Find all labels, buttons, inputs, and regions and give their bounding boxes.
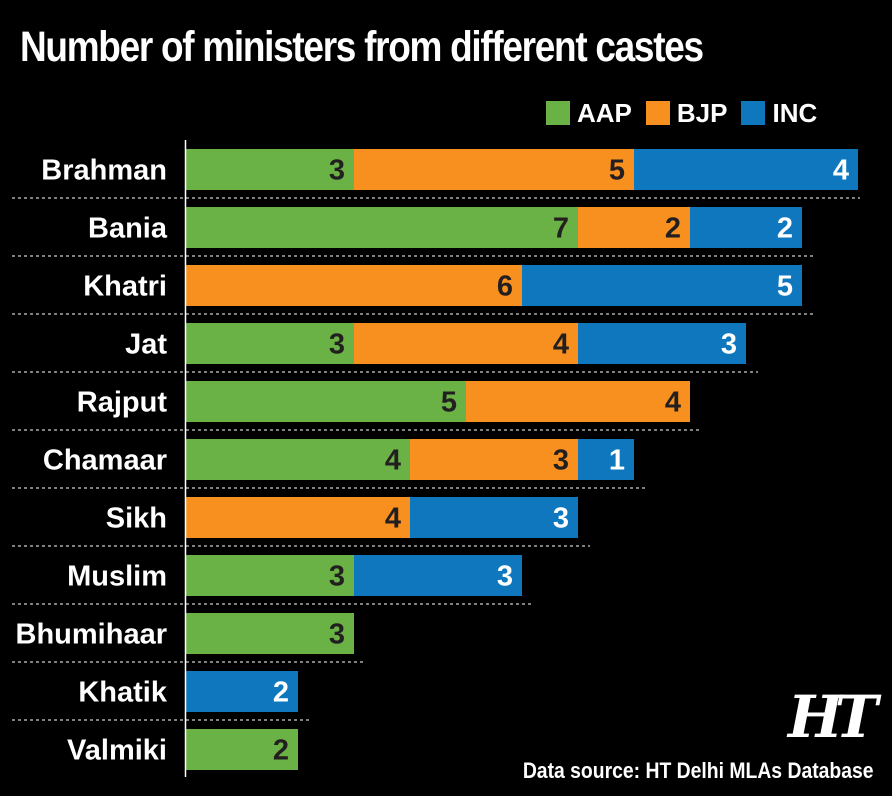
category-label-brahman: Brahman bbox=[41, 155, 167, 187]
bar-segment-khatri-bjp bbox=[186, 265, 522, 306]
bar-segment-brahman-inc bbox=[634, 149, 858, 190]
bar-segment-brahman-aap bbox=[186, 149, 354, 190]
category-label-jat: Jat bbox=[125, 329, 167, 361]
data-label-khatri-inc: 5 bbox=[777, 271, 793, 303]
data-label-chamaar-bjp: 3 bbox=[553, 445, 569, 477]
bar-segment-brahman-bjp bbox=[354, 149, 634, 190]
legend-swatch-aap bbox=[546, 101, 570, 125]
data-label-bania-inc: 2 bbox=[777, 213, 793, 245]
category-label-bhumihaar: Bhumihaar bbox=[16, 619, 167, 651]
bar-segment-jat-inc bbox=[578, 323, 746, 364]
bar-segment-sikh-bjp bbox=[186, 497, 410, 538]
data-label-brahman-bjp: 5 bbox=[609, 155, 625, 187]
bar-segment-bhumihaar-aap bbox=[186, 613, 354, 654]
bar-segment-bania-inc bbox=[690, 207, 802, 248]
bar-segment-chamaar-aap bbox=[186, 439, 410, 480]
bar-segment-muslim-inc bbox=[354, 555, 522, 596]
legend-swatch-inc bbox=[741, 101, 766, 125]
legend-item-bjp: BJP bbox=[645, 98, 728, 128]
bar-segment-chamaar-bjp bbox=[410, 439, 578, 480]
bar-segment-sikh-inc bbox=[410, 497, 578, 538]
category-label-chamaar: Chamaar bbox=[43, 445, 167, 477]
data-source: Data source: HT Delhi MLAs Database bbox=[523, 758, 874, 783]
bar-segment-jat-bjp bbox=[354, 323, 578, 364]
data-label-muslim-aap: 3 bbox=[329, 561, 345, 593]
bar-segment-jat-aap bbox=[186, 323, 354, 364]
category-label-rajput: Rajput bbox=[77, 387, 168, 419]
data-label-sikh-inc: 3 bbox=[553, 503, 569, 535]
data-label-jat-inc: 3 bbox=[721, 329, 737, 361]
data-label-chamaar-aap: 4 bbox=[385, 445, 401, 477]
bar-segment-khatri-inc bbox=[522, 265, 802, 306]
bar-segment-rajput-aap bbox=[186, 381, 466, 422]
bar-segment-bania-bjp bbox=[578, 207, 690, 248]
ht-logo: HT bbox=[788, 683, 878, 751]
legend-label-bjp: BJP bbox=[676, 98, 728, 128]
data-label-valmiki-aap: 2 bbox=[273, 735, 289, 767]
legend: AAP BJP INC bbox=[546, 100, 831, 126]
data-label-bania-bjp: 2 bbox=[665, 213, 681, 245]
legend-swatch-bjp bbox=[645, 101, 670, 125]
data-label-jat-bjp: 4 bbox=[553, 329, 569, 361]
bar-segment-chamaar-inc bbox=[578, 439, 634, 480]
data-label-muslim-inc: 3 bbox=[497, 561, 513, 593]
legend-item-inc: INC bbox=[741, 100, 817, 126]
bar-segment-valmiki-aap bbox=[186, 729, 298, 770]
legend-label-inc: INC bbox=[772, 98, 818, 128]
data-label-brahman-aap: 3 bbox=[329, 155, 345, 187]
legend-label-aap: AAP bbox=[577, 98, 632, 128]
bar-segment-rajput-bjp bbox=[466, 381, 690, 422]
data-label-khatik-inc: 2 bbox=[273, 677, 289, 709]
data-label-bhumihaar-aap: 3 bbox=[329, 619, 345, 651]
category-label-khatik: Khatik bbox=[78, 677, 168, 709]
bar-segment-bania-aap bbox=[186, 207, 578, 248]
data-label-chamaar-inc: 1 bbox=[609, 445, 625, 477]
data-label-sikh-bjp: 4 bbox=[385, 503, 401, 535]
category-label-valmiki: Valmiki bbox=[67, 735, 167, 767]
data-label-bania-aap: 7 bbox=[553, 213, 569, 245]
bar-segment-khatik-inc bbox=[186, 671, 298, 712]
bar-segment-muslim-aap bbox=[186, 555, 354, 596]
category-label-khatri: Khatri bbox=[83, 271, 167, 303]
data-label-brahman-inc: 4 bbox=[833, 155, 849, 187]
legend-item-aap: AAP bbox=[546, 100, 632, 126]
chart-title: Number of ministers from different caste… bbox=[20, 23, 704, 71]
data-label-rajput-aap: 5 bbox=[441, 387, 457, 419]
data-label-khatri-bjp: 6 bbox=[497, 271, 513, 303]
category-label-muslim: Muslim bbox=[67, 561, 167, 593]
category-label-bania: Bania bbox=[88, 213, 168, 245]
data-label-jat-aap: 3 bbox=[329, 329, 345, 361]
data-label-rajput-bjp: 4 bbox=[665, 387, 681, 419]
category-label-sikh: Sikh bbox=[106, 503, 167, 535]
